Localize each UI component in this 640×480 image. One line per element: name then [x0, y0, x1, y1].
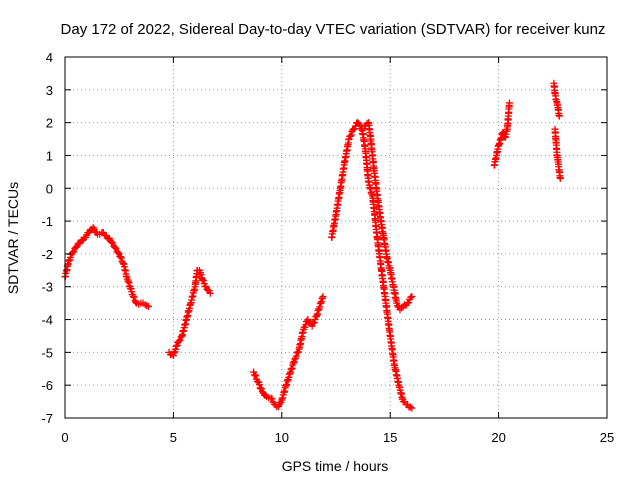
grid-lines: [65, 57, 607, 418]
data-point: [69, 249, 77, 257]
y-tick-label: 2: [46, 116, 53, 131]
y-axis-label: SDTVAR / TECUs: [5, 182, 21, 294]
data-point: [405, 299, 413, 307]
x-tick-label: 0: [61, 430, 68, 445]
data-point: [255, 381, 263, 389]
data-point: [356, 121, 364, 129]
data-point: [252, 372, 260, 380]
x-tick-label: 20: [491, 430, 505, 445]
data-point: [293, 349, 301, 357]
data-point: [346, 132, 354, 140]
data-point: [117, 253, 125, 261]
y-tick-label: 4: [46, 50, 53, 65]
x-axis-label: GPS time / hours: [282, 458, 389, 474]
y-tick-label: 3: [46, 83, 53, 98]
y-tick-label: -1: [41, 214, 53, 229]
data-point: [555, 112, 563, 120]
data-point: [556, 174, 564, 182]
y-tick-label: -4: [41, 313, 53, 328]
x-tick-label: 25: [600, 430, 614, 445]
data-point: [109, 239, 117, 247]
axis-ticks: 0 5 10 15 20 25 -7 -6 -5 -4 -3 -2 -1 0 1 2 3 4: [41, 50, 614, 445]
data-point: [143, 302, 151, 310]
data-point: [141, 301, 149, 309]
data-point: [199, 277, 207, 285]
data-point: [347, 131, 355, 139]
x-tick-label: 10: [275, 430, 289, 445]
data-point: [175, 337, 183, 345]
data-point: [355, 120, 363, 128]
x-tick-label: 5: [170, 430, 177, 445]
data-point: [268, 395, 276, 403]
data-point: [319, 293, 327, 301]
y-tick-label: 0: [46, 181, 53, 196]
y-tick-label: 1: [46, 148, 53, 163]
data-point: [292, 352, 300, 360]
y-tick-label: -3: [41, 280, 53, 295]
data-point: [144, 302, 152, 310]
y-tick-label: -2: [41, 247, 53, 262]
data-point: [89, 224, 97, 232]
data-point: [408, 404, 416, 412]
y-tick-label: -5: [41, 345, 53, 360]
data-point: [406, 403, 414, 411]
data-point: [129, 293, 137, 301]
data-point: [394, 302, 402, 310]
data-point: [108, 238, 116, 246]
data-point: [111, 243, 119, 251]
data-point: [256, 384, 264, 392]
data-point: [114, 249, 122, 257]
data-point: [119, 259, 127, 267]
data-point: [309, 319, 317, 327]
data-point: [70, 248, 78, 256]
data-point: [505, 99, 513, 107]
plot-frame: [64, 56, 608, 419]
data-point: [130, 293, 138, 301]
data-point: [112, 244, 120, 252]
data-point: [251, 371, 259, 379]
y-tick-label: -6: [41, 378, 53, 393]
y-tick-label: -7: [41, 411, 53, 426]
data-point: [407, 293, 415, 301]
data-points: [61, 79, 564, 412]
data-point: [398, 304, 406, 312]
data-point: [408, 293, 416, 301]
data-point: [117, 254, 125, 262]
data-point: [72, 243, 80, 251]
x-tick-label: 15: [383, 430, 397, 445]
data-point: [258, 388, 266, 396]
data-point: [176, 336, 184, 344]
chart-title: Day 172 of 2022, Sidereal Day-to-day VTE…: [61, 21, 606, 38]
data-point: [206, 289, 214, 297]
